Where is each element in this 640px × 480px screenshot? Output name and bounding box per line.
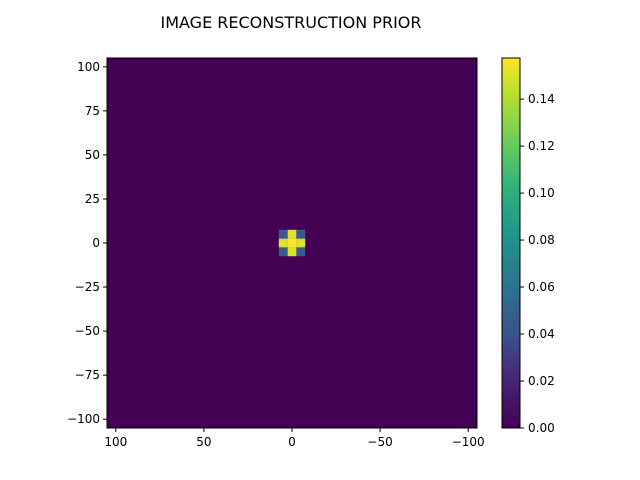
y-tick-label: −25 [75, 280, 100, 294]
y-tick-label: −50 [75, 324, 100, 338]
x-tick-label: 100 [104, 435, 127, 449]
heatmap-cell [278, 229, 288, 239]
y-tick-label: −75 [75, 368, 100, 382]
colorbar-tick-label: 0.08 [528, 233, 555, 247]
chart-title: IMAGE RECONSTRUCTION PRIOR [160, 13, 421, 32]
colorbar-tick-label: 0.04 [528, 327, 555, 341]
heatmap-cell [296, 229, 306, 239]
x-tick-label: 0 [288, 435, 296, 449]
heatmap-plot-area [106, 57, 478, 429]
y-tick-label: 0 [92, 236, 100, 250]
colorbar-tick-label: 0.00 [528, 421, 555, 435]
y-tick-label: 25 [85, 192, 100, 206]
x-tick-label: −100 [452, 435, 485, 449]
y-tick-label: −100 [67, 412, 100, 426]
x-tick-label: 50 [196, 435, 211, 449]
y-tick-label: 50 [85, 148, 100, 162]
y-tick-label: 100 [77, 60, 100, 74]
colorbar-gradient [501, 57, 521, 429]
heatmap-cell [296, 247, 306, 257]
heatmap-cell [296, 238, 306, 248]
heatmap-cell [278, 247, 288, 257]
colorbar-tick-label: 0.10 [528, 186, 555, 200]
colorbar-tick-label: 0.12 [528, 139, 555, 153]
colorbar-tick-label: 0.14 [528, 92, 555, 106]
heatmap-cell [287, 247, 297, 257]
heatmap-cell [278, 238, 288, 248]
colorbar-tick-label: 0.06 [528, 280, 555, 294]
heatmap-cell [287, 238, 297, 248]
x-tick-label: −50 [367, 435, 392, 449]
y-axis: 100 75 50 25 0 −25 −50 −75 −100 [67, 60, 107, 426]
y-tick-label: 75 [85, 104, 100, 118]
colorbar-tick-label: 0.02 [528, 374, 555, 388]
colorbar: 0.00 0.02 0.04 0.06 0.08 0.10 0.12 0.14 [501, 57, 555, 435]
heatmap-cell [287, 229, 297, 239]
x-axis: 100 50 0 −50 −100 [104, 428, 485, 449]
